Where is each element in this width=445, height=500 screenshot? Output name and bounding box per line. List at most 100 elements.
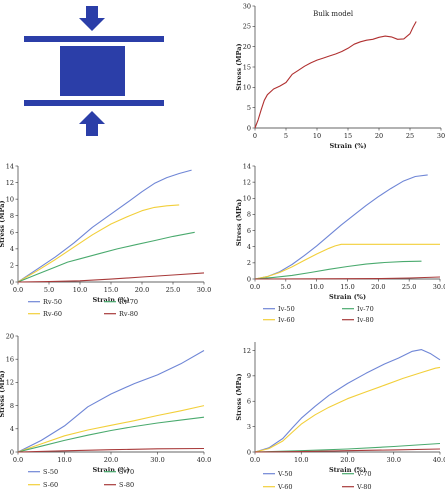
y-tick-label: 25	[243, 23, 251, 31]
x-tick-label: 40.0	[433, 456, 445, 464]
legend-label: Rv-80	[119, 310, 138, 318]
series-line-s-60	[17, 405, 205, 453]
legend-label: Iv-50	[278, 305, 295, 313]
y-tick-label: 10	[6, 195, 14, 203]
y-tick-label: 8	[247, 211, 251, 219]
x-tick-label: 15.0	[340, 283, 354, 291]
x-tick-label: 30.0	[387, 456, 401, 464]
y-tick-label: 14	[6, 162, 14, 170]
x-tick-label: 10.0	[57, 456, 71, 464]
series-line-v-60	[254, 366, 441, 453]
y-tick-label: 0	[247, 275, 251, 283]
x-tick-label: 0	[253, 132, 257, 140]
x-tick-label: 0.0	[13, 456, 23, 464]
y-tick-label: 8	[10, 212, 14, 220]
legend-label: V-70	[356, 470, 372, 478]
y-tick-label: 0	[10, 448, 14, 456]
x-axis-label: Strain (%)	[329, 142, 366, 150]
y-tick-label: 20	[243, 43, 251, 51]
y-axis-label: Stress (MPa)	[235, 373, 243, 420]
y-tick-label: 10	[243, 195, 251, 203]
compression-arrow-up-icon	[79, 111, 105, 136]
chart-iv: 0.0 5.0 10.0 15.0 20.0 25.0 30.0 0 2 4 6 8 10 12 14 Str…	[235, 162, 445, 324]
x-tick-label: 20.0	[340, 456, 354, 464]
y-axis-label: Stress (MPa)	[0, 370, 6, 417]
legend-label: Rv-70	[119, 298, 138, 306]
y-tick-label: 6	[247, 227, 251, 235]
x-tick-label: 20	[375, 132, 383, 140]
x-tick-label: 10	[313, 132, 321, 140]
x-axis-label: Strain (%)	[329, 293, 366, 301]
y-tick-label: 16	[6, 356, 14, 364]
y-tick-label: 4	[247, 243, 251, 251]
chart-s: 0.0 10.0 20.0 30.0 40.0 0 4 8 12 16 20 Strain (%) St…	[0, 332, 211, 489]
x-tick-label: 15.0	[104, 286, 118, 294]
chart-rv: 0.0 5.0 10.0 15.0 20.0 25.0 30.0 0 2 4 6 8 10 12 14 Str…	[0, 162, 211, 318]
compression-diagram	[24, 6, 164, 136]
series-line-v-50	[254, 349, 441, 453]
series-line-v-80	[254, 448, 441, 453]
y-tick-label: 0	[10, 278, 14, 286]
x-tick-label: 30.0	[433, 283, 445, 291]
series-line-iv-70	[254, 260, 422, 280]
x-tick-label: 5.0	[281, 283, 291, 291]
compression-arrow-down-icon	[79, 6, 105, 31]
y-tick-label: 2	[247, 259, 251, 267]
series-line-s-50	[17, 350, 205, 453]
top-loading-plate	[24, 36, 164, 42]
y-tick-label: 9	[247, 372, 251, 380]
specimen-block-icon	[60, 46, 125, 96]
series-line-rv-80	[17, 272, 205, 283]
series-line-bulk	[254, 21, 417, 129]
series-line-iv-60	[254, 243, 440, 280]
y-tick-label: 10	[243, 84, 251, 92]
y-tick-label: 4	[10, 425, 14, 433]
chart-annotation: Bulk model	[313, 10, 354, 18]
series-line-v-70	[254, 442, 441, 453]
x-tick-label: 5.0	[44, 286, 54, 294]
chart-bulk-model: 0 5 10 15 20 25 30 0 5 10 15 20 25 30 Strain (%) Stress…	[235, 2, 445, 150]
x-tick-label: 25.0	[166, 286, 180, 294]
y-tick-label: 30	[243, 2, 251, 10]
series-line-rv-70	[17, 231, 195, 283]
legend-label: V-50	[277, 470, 293, 478]
legend-label: Iv-80	[357, 316, 374, 324]
x-tick-label: 10.0	[294, 456, 308, 464]
y-tick-label: 4	[10, 245, 14, 253]
x-tick-label: 20.0	[104, 456, 118, 464]
x-tick-label: 5	[284, 132, 288, 140]
x-tick-label: 15	[344, 132, 352, 140]
y-tick-label: 12	[6, 379, 14, 387]
legend-label: Rv-50	[43, 298, 62, 306]
y-tick-label: 15	[243, 63, 251, 71]
x-tick-label: 25.0	[402, 283, 416, 291]
y-tick-label: 12	[243, 178, 251, 186]
y-tick-label: 12	[6, 179, 14, 187]
y-tick-label: 0	[247, 448, 251, 456]
y-tick-label: 12	[243, 347, 251, 355]
x-tick-label: 30	[437, 132, 445, 140]
y-tick-label: 2	[10, 262, 14, 270]
x-axis-label: Strain (%)	[329, 466, 366, 474]
y-tick-label: 14	[243, 162, 251, 170]
y-tick-label: 8	[10, 402, 14, 410]
x-tick-label: 30.0	[197, 286, 211, 294]
x-axis-label: Strain (%)	[92, 466, 129, 474]
legend-label: V-60	[277, 483, 293, 491]
series-line-s-80	[17, 447, 205, 453]
series-line-iv-80	[254, 276, 441, 280]
series-line-rv-50	[17, 169, 192, 283]
x-tick-label: 10.0	[73, 286, 87, 294]
legend-label: Iv-60	[278, 316, 295, 324]
bottom-loading-plate	[24, 100, 164, 106]
y-axis-label: Stress (MPa)	[235, 43, 243, 90]
y-tick-label: 3	[247, 423, 251, 431]
x-axis-label: Strain (%)	[92, 296, 129, 304]
x-tick-label: 30.0	[150, 456, 164, 464]
x-tick-label: 0.0	[13, 286, 23, 294]
y-tick-label: 20	[6, 332, 14, 340]
series-line-iv-50	[254, 174, 428, 280]
series-line-s-70	[17, 416, 205, 453]
x-tick-label: 20.0	[371, 283, 385, 291]
